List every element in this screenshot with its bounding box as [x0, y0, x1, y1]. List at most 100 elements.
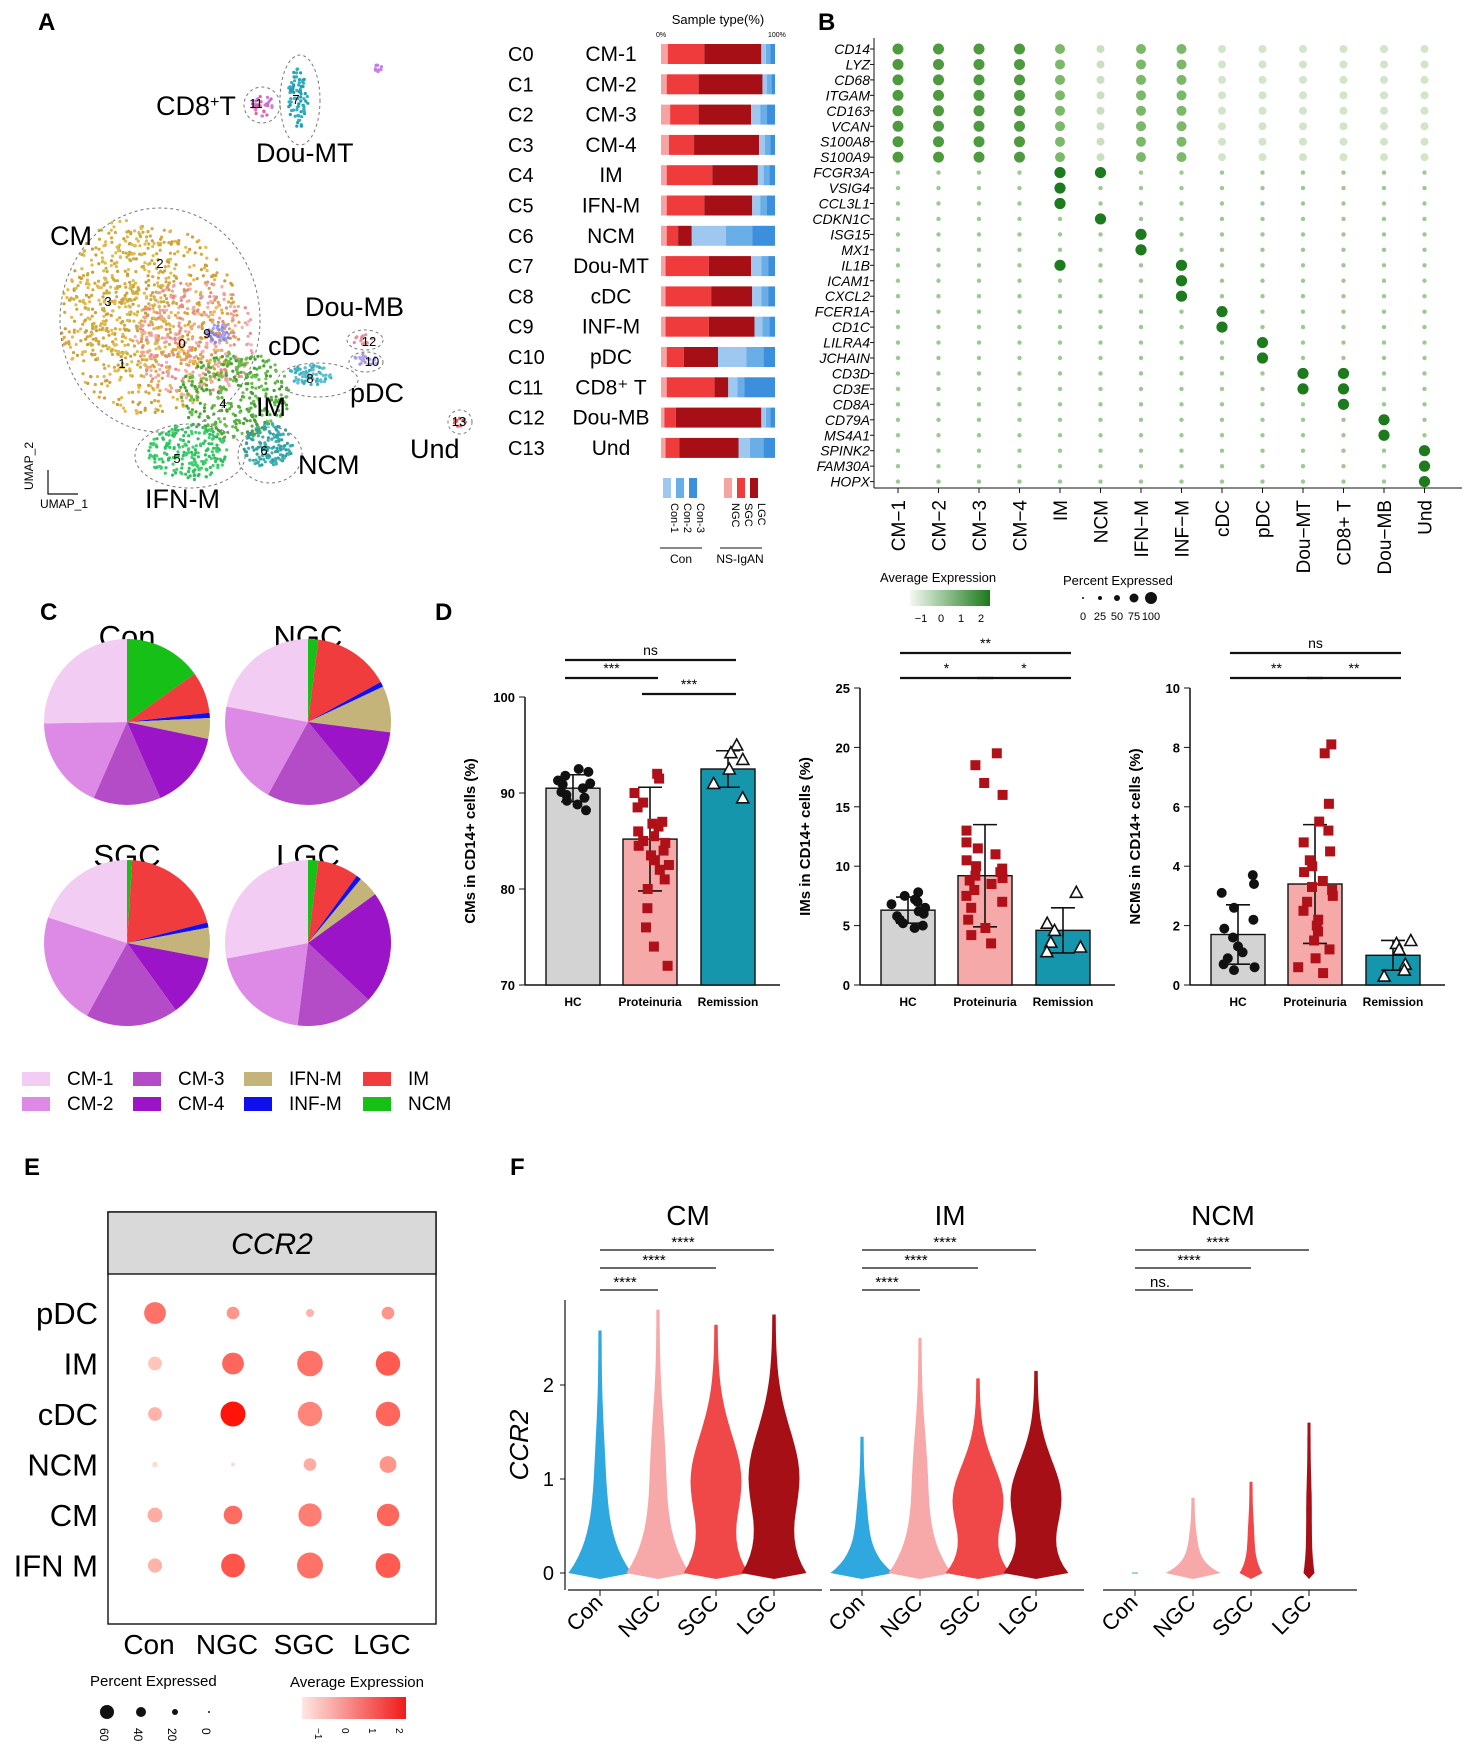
umap-point — [179, 298, 183, 302]
umap-point — [135, 325, 139, 329]
significance-label: **** — [671, 1234, 695, 1251]
umap-point — [109, 228, 113, 232]
expression-dot — [1179, 355, 1184, 361]
pie-slice-NCM — [127, 639, 195, 722]
umap-point — [184, 472, 188, 476]
umap-point — [216, 390, 220, 394]
expression-dot — [1422, 417, 1427, 422]
umap-point — [127, 242, 132, 246]
umap-point — [216, 447, 220, 451]
expression-dot — [1055, 74, 1065, 85]
umap-point — [180, 399, 184, 403]
expression-dot — [1341, 417, 1346, 422]
ccr2-dot — [381, 1306, 395, 1320]
expression-dot — [1098, 355, 1103, 361]
umap-point — [101, 295, 105, 299]
umap-point — [166, 369, 170, 373]
expression-dot — [936, 371, 941, 376]
umap-point — [67, 342, 71, 346]
expression-dot — [1138, 309, 1144, 314]
umap-point — [275, 446, 279, 451]
umap-point — [253, 394, 258, 398]
violin-shape — [568, 1330, 632, 1579]
umap-point — [247, 409, 251, 413]
violin-group-label: NGC — [613, 1590, 665, 1642]
cluster-code: C13 — [508, 438, 545, 460]
umap-point — [224, 358, 228, 362]
umap-point — [168, 384, 172, 388]
umap-point — [177, 324, 181, 328]
umap-point — [142, 307, 146, 311]
expression-dot — [895, 309, 901, 314]
umap-point — [92, 390, 96, 394]
expression-dot — [1300, 232, 1306, 237]
umap-point — [160, 457, 164, 461]
violin-shape — [1165, 1497, 1221, 1579]
umap-point — [114, 265, 118, 269]
umap-point — [248, 458, 252, 462]
expression-dot — [895, 201, 901, 206]
umap-point — [129, 373, 133, 377]
umap-point — [307, 368, 311, 373]
data-point — [583, 766, 594, 777]
umap-point — [179, 281, 183, 285]
umap-point — [101, 344, 105, 348]
umap-point — [218, 385, 222, 389]
umap-point — [295, 124, 299, 128]
expression-dot — [1176, 105, 1187, 116]
expression-dot — [1381, 247, 1387, 253]
umap-point — [275, 434, 279, 438]
umap-point — [245, 453, 249, 458]
umap-point — [186, 406, 190, 410]
color-scale-tick: −1 — [312, 1728, 323, 1740]
umap-point — [163, 471, 167, 475]
umap-point — [145, 350, 149, 354]
umap-point — [218, 420, 222, 424]
expression-dot — [1418, 460, 1431, 472]
umap-point — [221, 330, 225, 334]
umap-point — [227, 332, 231, 336]
umap-point — [252, 399, 256, 403]
umap-point — [274, 425, 278, 429]
umap-point — [297, 81, 301, 85]
umap-point — [121, 332, 125, 337]
violin-shape — [830, 1436, 894, 1579]
umap-point — [165, 444, 169, 448]
umap-point — [180, 392, 184, 396]
expression-dot — [1017, 433, 1022, 438]
expression-dot — [1341, 278, 1346, 283]
umap-point — [165, 285, 169, 289]
expression-dot — [1219, 386, 1225, 392]
umap-point — [218, 437, 222, 441]
umap-point — [102, 269, 106, 273]
umap-point — [198, 353, 203, 357]
gene-label: S100A8 — [820, 134, 870, 150]
umap-point — [149, 400, 154, 405]
umap-point — [295, 75, 299, 79]
umap-point — [127, 391, 131, 395]
umap-point — [107, 346, 111, 350]
umap-point — [149, 368, 153, 372]
umap-point — [180, 303, 184, 307]
expression-dot — [1381, 371, 1387, 376]
expression-dot — [1017, 185, 1022, 191]
legend-swatch-ns — [737, 478, 745, 498]
expression-dot — [895, 355, 901, 361]
umap-point — [135, 411, 139, 415]
umap-point — [240, 363, 244, 367]
umap-point — [158, 367, 162, 372]
expression-dot — [1138, 185, 1144, 191]
umap-point — [154, 369, 158, 373]
expression-dot — [1098, 463, 1103, 469]
umap-point — [109, 236, 114, 240]
pie-slice-IM — [308, 860, 357, 943]
umap-point — [293, 371, 298, 375]
umap-point — [207, 436, 211, 440]
umap-point — [143, 261, 147, 265]
umap-point — [172, 468, 176, 473]
stacked-segment-Con-3 — [767, 104, 775, 125]
umap-point — [99, 349, 103, 353]
umap-point — [112, 225, 116, 229]
expression-dot — [1219, 216, 1225, 222]
